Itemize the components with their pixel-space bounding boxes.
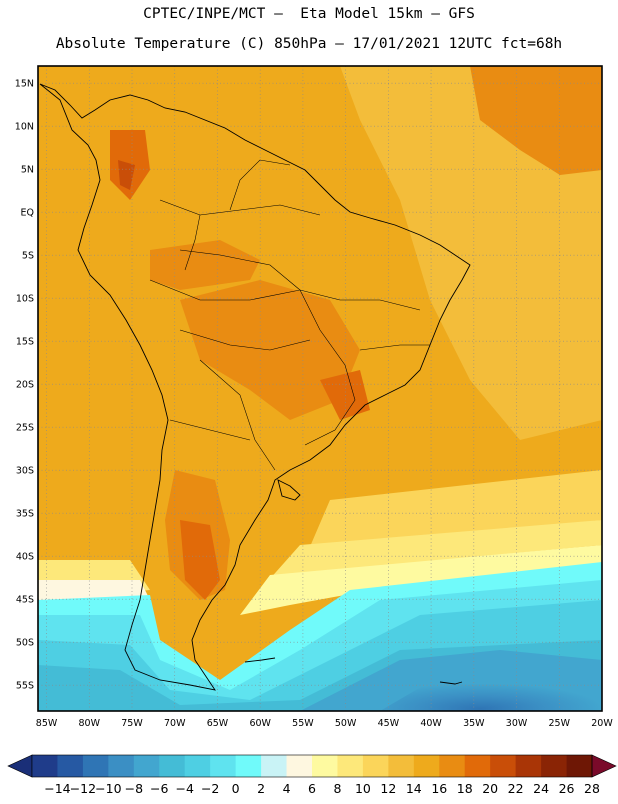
colorbar-tick-label: 4 — [283, 781, 291, 796]
lon-tick-label: 55W — [292, 718, 314, 729]
colorbar-swatch — [312, 755, 338, 777]
longitude-axis: 85W 80W 75W 70W 65W 60W 55W 50W 45W 40W 35W 30W 25W 2… — [36, 718, 614, 729]
colorbar-tick-label: 16 — [431, 781, 447, 796]
colorbar-tick-label: 10 — [355, 781, 371, 796]
lat-tick-label: 35S — [16, 509, 34, 520]
chart-title-line1: CPTEC/INPE/MCT – Eta Model 15km – GFS — [143, 6, 475, 22]
colorbar-tick-label: 0 — [232, 781, 240, 796]
colorbar-under-arrow — [7, 754, 33, 778]
colorbar-tick-label: −10 — [95, 781, 121, 796]
lat-tick-label: 15N — [15, 79, 34, 90]
lat-tick-label: 15S — [16, 337, 34, 348]
colorbar-tick-label: −8 — [125, 781, 143, 796]
colorbar-swatch — [566, 755, 593, 777]
colorbar-tick-label: 18 — [457, 781, 473, 796]
lat-tick-label: 30S — [16, 466, 34, 477]
lon-tick-label: 80W — [79, 718, 101, 729]
chart-title-line2: Absolute Temperature (C) 850hPa – 17/01/… — [55, 36, 563, 52]
lon-tick-label: 20W — [591, 718, 613, 729]
colorbar-tick-label: 2 — [257, 781, 265, 796]
colorbar-tick-label: 12 — [380, 781, 396, 796]
map-frame — [37, 65, 603, 712]
colorbar-swatch — [490, 755, 517, 777]
colorbar-tick-label: 14 — [406, 781, 422, 796]
colorbar-swatch — [362, 755, 389, 777]
colorbar-frame — [31, 754, 593, 778]
colorbar-swatch — [210, 755, 237, 777]
colorbar-tick-label: −6 — [150, 781, 168, 796]
colorbar-tick-label: −4 — [176, 781, 194, 796]
colorbar-tick-label: 26 — [559, 781, 575, 796]
colorbar-swatch — [337, 755, 364, 777]
colorbar-swatch — [32, 755, 58, 777]
lat-tick-label: 40S — [16, 552, 34, 563]
colorbar-swatch — [515, 755, 542, 777]
coastline — [39, 83, 471, 691]
lat-tick-label: 5S — [22, 251, 34, 262]
lat-tick-label: EQ — [21, 208, 34, 219]
lon-tick-label: 65W — [207, 718, 229, 729]
lat-tick-label: 20S — [16, 380, 34, 391]
country-borders — [149, 159, 430, 471]
lat-tick-label: 10N — [15, 122, 34, 133]
colorbar: −14 −12 −10 −8 −6 −4 −2 0 2 4 6 8 10 12 14 16 18 20 22 24 26… — [7, 754, 617, 796]
latitude-axis: 15N 10N 5N EQ 5S 10S 15S 20S 25S 30S 35S 40S 45S 50S 5… — [15, 79, 34, 692]
colorbar-tick-label: 8 — [333, 781, 341, 796]
colorbar-swatch — [413, 755, 440, 777]
colorbar-swatch — [57, 755, 84, 777]
lon-tick-label: 60W — [249, 718, 271, 729]
colorbar-tick-label: 28 — [584, 781, 600, 796]
colorbar-tick-label: 22 — [508, 781, 524, 796]
lat-tick-label: 10S — [16, 294, 34, 305]
colorbar-swatch — [82, 755, 109, 777]
colorbar-swatch — [235, 755, 262, 777]
colorbar-swatch — [133, 755, 160, 777]
colorbar-tick-label: 24 — [533, 781, 549, 796]
lat-tick-label: 5N — [21, 165, 34, 176]
colorbar-tick-label: −2 — [201, 781, 219, 796]
colorbar-swatch — [184, 755, 211, 777]
lon-tick-label: 35W — [463, 718, 485, 729]
lon-tick-label: 75W — [121, 718, 143, 729]
colorbar-tick-label: −14 — [44, 781, 70, 796]
colorbar-swatch — [388, 755, 415, 777]
lon-tick-label: 40W — [420, 718, 442, 729]
colorbar-tick-label: −12 — [70, 781, 96, 796]
colorbar-swatch — [439, 755, 466, 777]
colorbar-swatch — [464, 755, 491, 777]
colorbar-swatch — [261, 755, 287, 777]
lat-tick-label: 55S — [16, 681, 34, 692]
lat-tick-label: 50S — [16, 638, 34, 649]
temperature-field — [38, 66, 602, 711]
colorbar-tick-label: 6 — [308, 781, 316, 796]
colorbar-swatch — [286, 755, 313, 777]
colorbar-swatch — [541, 755, 567, 777]
colorbar-tick-label: 20 — [482, 781, 498, 796]
lon-tick-label: 25W — [549, 718, 571, 729]
lat-tick-label: 25S — [16, 423, 34, 434]
lon-tick-label: 50W — [335, 718, 357, 729]
lon-tick-label: 30W — [506, 718, 528, 729]
colorbar-swatch — [108, 755, 135, 777]
colorbar-over-arrow — [591, 754, 617, 778]
lon-tick-label: 45W — [378, 718, 400, 729]
colorbar-swatch — [159, 755, 186, 777]
lat-tick-label: 45S — [16, 595, 34, 606]
lon-tick-label: 85W — [36, 718, 58, 729]
lon-tick-label: 70W — [164, 718, 186, 729]
